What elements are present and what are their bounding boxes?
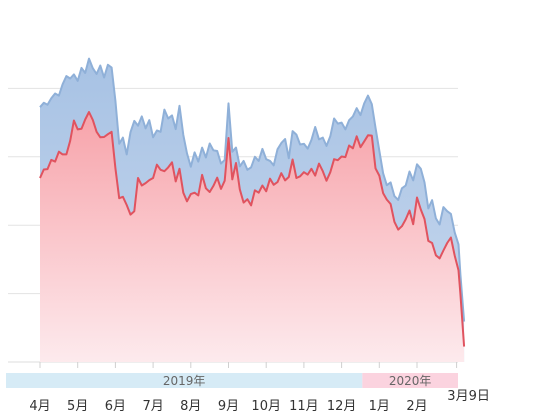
series-line-0	[39, 57, 466, 322]
series-lines	[39, 57, 466, 347]
series-areas	[40, 58, 465, 362]
x-tick-label: 8月	[180, 399, 201, 414]
year-band-label: 2020年	[389, 374, 432, 388]
x-tick-label: 3月9日	[447, 389, 490, 404]
year-band-label: 2019年	[163, 374, 206, 388]
x-tick-label: 11月	[289, 399, 319, 414]
year-band	[6, 373, 363, 388]
x-tick-label: 1月	[369, 399, 390, 414]
series-line-1	[39, 111, 466, 347]
year-band	[362, 373, 458, 388]
x-axis-ticks	[39, 362, 458, 368]
x-tick-label: 12月	[327, 399, 357, 414]
year-bands: 2019年 2020年	[6, 373, 458, 388]
x-tick-label: 6月	[105, 399, 126, 414]
series-area-1	[40, 112, 465, 362]
x-tick-label: 4月	[29, 399, 50, 414]
x-tick-label: 7月	[142, 399, 163, 414]
x-tick-label: 10月	[251, 399, 281, 414]
x-tick-label: 2月	[406, 399, 427, 414]
x-tick-label: 9月	[218, 399, 239, 414]
x-axis-labels: 4月 5月 6月 7月 8月 9月 10月 11月 12月 1月 2月 3月9日	[29, 389, 489, 414]
x-tick-label: 5月	[67, 399, 88, 414]
